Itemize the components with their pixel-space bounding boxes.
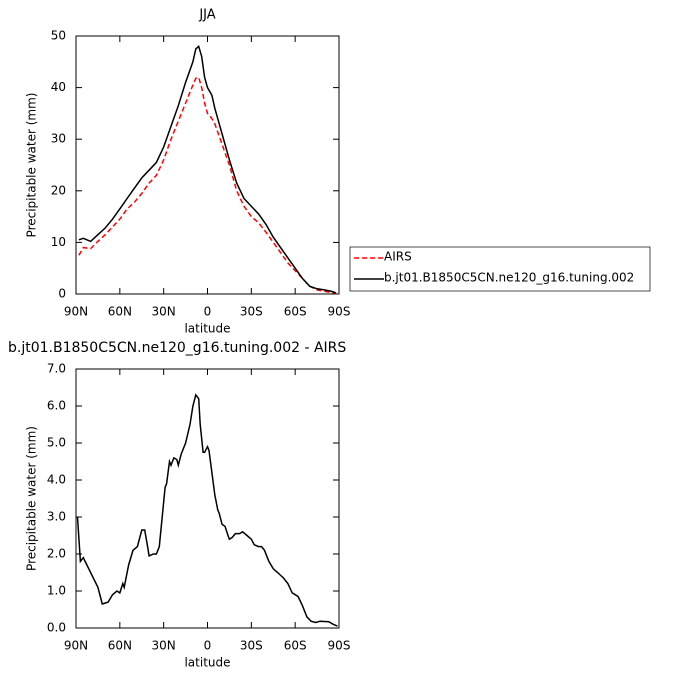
data-line: [76, 393, 338, 627]
y-axis-label: Precipitable water (mm): [25, 426, 39, 571]
chart-title: b.jt01.B1850C5CN.ne120_g16.tuning.002 - …: [8, 340, 346, 356]
chart-title: JJA: [198, 8, 215, 23]
y-tick-label: 2.0: [47, 547, 66, 561]
x-tick-label: 30S: [240, 305, 263, 319]
y-tick-label: 10: [51, 235, 66, 249]
data-line: [78, 76, 337, 295]
x-tick-label: 90S: [328, 639, 351, 653]
legend-box: [349, 246, 651, 292]
y-tick-label: 4.0: [47, 473, 66, 487]
x-tick-label: 60N: [108, 305, 132, 319]
x-tick-label: 60N: [108, 639, 132, 653]
x-tick-label: 30N: [152, 639, 176, 653]
x-tick-label: 30N: [152, 305, 176, 319]
data-line: [78, 44, 337, 294]
x-tick-label: 30S: [240, 639, 263, 653]
y-tick-label: 5.0: [47, 436, 66, 450]
y-tick-label: 0: [58, 287, 66, 301]
y-tick-label: 20: [51, 183, 66, 197]
x-axis-label: latitude: [184, 322, 230, 336]
legend-label: b.jt01.B1850C5CN.ne120_g16.tuning.002: [384, 271, 634, 285]
legend-label: AIRS: [384, 250, 412, 264]
x-tick-label: 90N: [64, 305, 88, 319]
y-tick-label: 7.0: [47, 362, 66, 376]
x-tick-label: 60S: [284, 639, 307, 653]
x-tick-label: 90N: [64, 639, 88, 653]
x-axis-label: latitude: [184, 656, 230, 670]
y-tick-label: 0.0: [47, 621, 66, 635]
x-tick-label: 0: [204, 305, 212, 319]
x-tick-label: 0: [204, 639, 212, 653]
y-tick-label: 6.0: [47, 399, 66, 413]
y-tick-label: 1.0: [47, 584, 66, 598]
y-tick-label: 3.0: [47, 510, 66, 524]
y-tick-label: 50: [51, 29, 66, 43]
y-tick-label: 30: [51, 132, 66, 146]
y-tick-label: 40: [51, 80, 66, 94]
x-tick-label: 60S: [284, 305, 307, 319]
y-axis-label: Precipitable water (mm): [25, 93, 39, 238]
plot-frame: [75, 368, 340, 629]
x-tick-label: 90S: [328, 305, 351, 319]
plot-frame: [75, 35, 340, 295]
